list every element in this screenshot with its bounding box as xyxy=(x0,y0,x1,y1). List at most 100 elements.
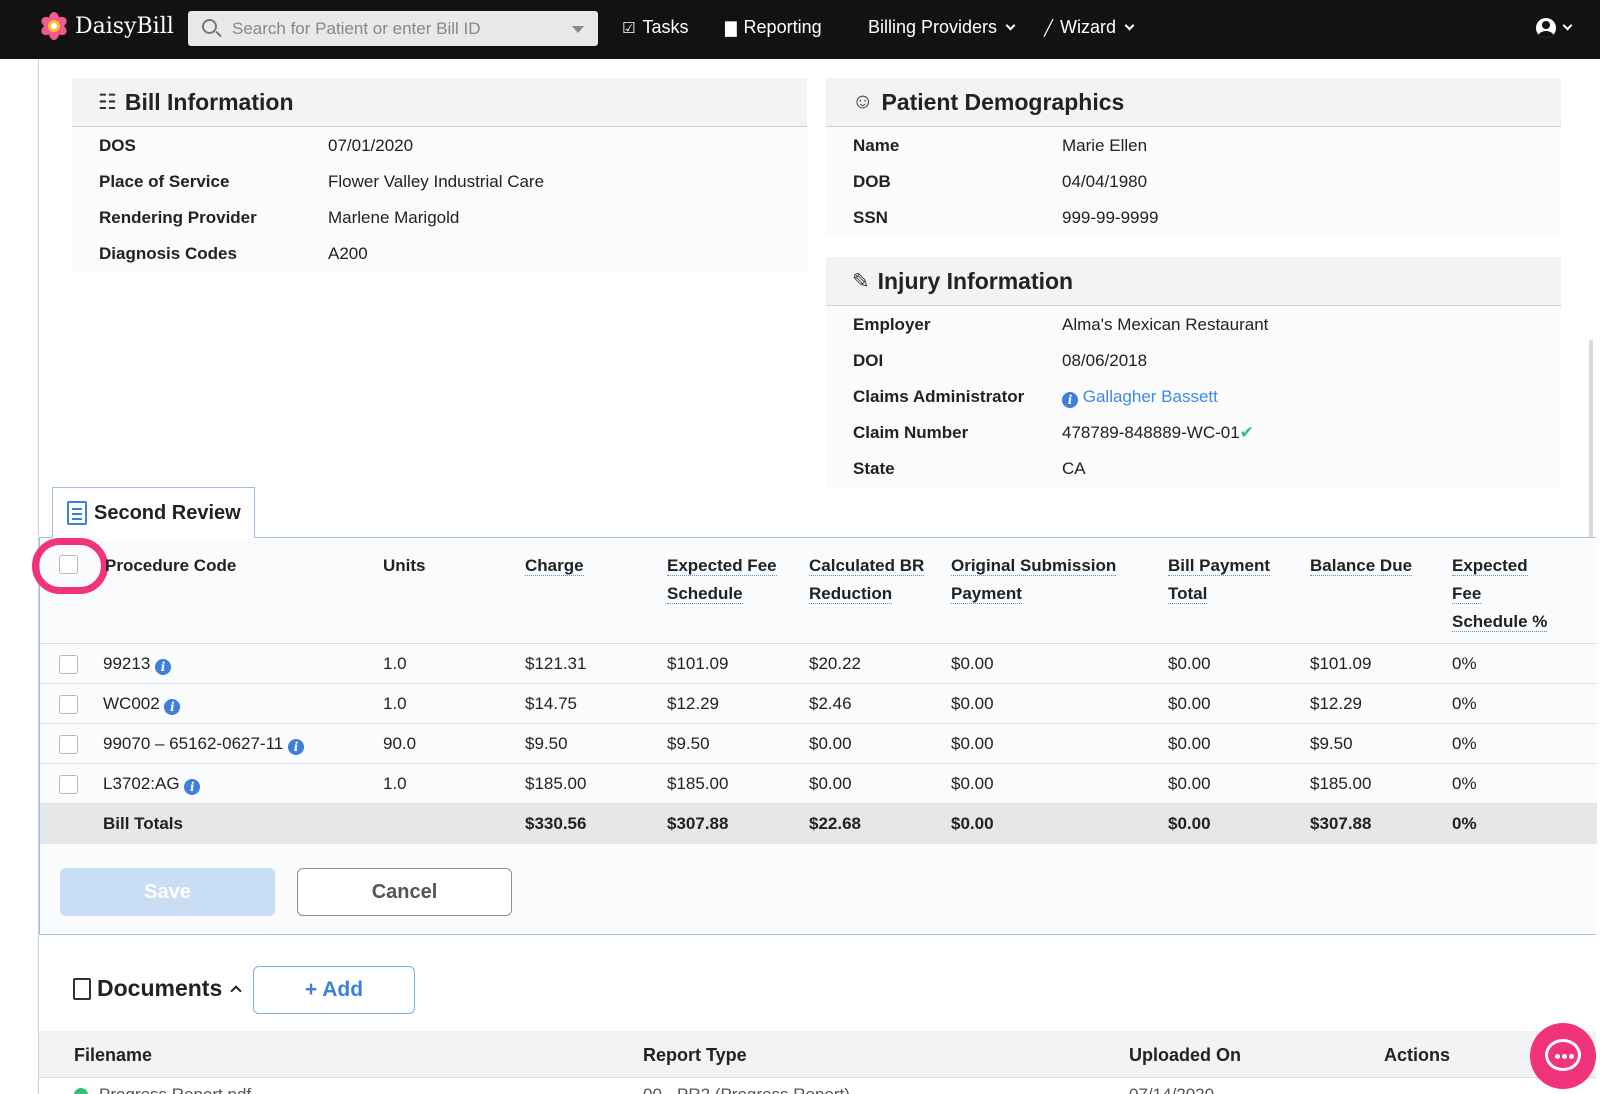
patient-value: Marie Ellen xyxy=(1062,136,1148,155)
column-header[interactable]: Balance Due xyxy=(1310,552,1413,580)
table-cell: $0.00 xyxy=(951,654,994,673)
bill-info-label: Place of Service xyxy=(99,172,230,191)
patient-demographics-title: Patient Demographics xyxy=(881,88,1125,115)
table-cell: 0% xyxy=(1452,654,1477,673)
row-checkbox[interactable] xyxy=(59,735,78,754)
row-checkbox[interactable] xyxy=(59,775,78,794)
claim-number: 478789-848889-WC-01✔ xyxy=(1062,423,1254,443)
user-icon: ☺ xyxy=(852,90,874,113)
second-review-panel: Procedure Code Units Charge Expected Fee… xyxy=(32,537,1597,935)
column-header[interactable]: Original Submission Payment xyxy=(951,552,1117,608)
bill-info-label: Diagnosis Codes xyxy=(99,244,237,263)
table-cell: $121.31 xyxy=(525,654,587,673)
column-header-line: Expected xyxy=(1452,556,1528,576)
column-header[interactable]: Expected Fee Schedule % xyxy=(1452,552,1548,636)
table-row: Progress Report.pdf 00 - PR2 (Progress R… xyxy=(39,1078,1596,1094)
documents-table-header: Filename Report Type Uploaded On Actions xyxy=(39,1031,1596,1078)
info-icon[interactable]: i xyxy=(1062,392,1078,408)
patient-value: 04/04/1980 xyxy=(1062,172,1148,191)
tab-second-review-label: Second Review xyxy=(94,501,241,524)
top-navbar: DaisyBill ☑ Tasks ▇ Reporting Billing Pr… xyxy=(0,0,1600,59)
procedure-code-value: WC002 xyxy=(103,694,160,713)
add-document-button[interactable]: + Add xyxy=(253,966,415,1014)
nav-tasks-label: Tasks xyxy=(642,17,689,37)
table-cell: $0.00 xyxy=(1168,734,1211,753)
patient-label: DOB xyxy=(853,172,891,191)
column-header[interactable]: Charge xyxy=(525,552,584,580)
injury-value: 08/06/2018 xyxy=(1062,351,1148,370)
column-header: Report Type xyxy=(643,1045,747,1065)
chat-button[interactable] xyxy=(1530,1023,1596,1089)
column-header-line: Reduction xyxy=(809,584,893,604)
injury-information-title: Injury Information xyxy=(877,267,1074,294)
table-cell: $185.00 xyxy=(1310,774,1372,793)
column-header-line: Expected Fee xyxy=(667,556,777,576)
nav-wizard[interactable]: ╱ Wizard xyxy=(1044,17,1135,38)
cancel-button[interactable]: Cancel xyxy=(297,868,512,916)
search-input[interactable] xyxy=(232,11,552,46)
user-menu[interactable] xyxy=(1536,18,1573,38)
table-cell: $0.00 xyxy=(1168,774,1211,793)
tab-second-review[interactable]: Second Review xyxy=(52,487,255,538)
table-cell: $330.56 xyxy=(525,814,587,833)
procedure-code: L3702:AG i xyxy=(103,774,201,795)
documents-section-toggle[interactable]: Documents xyxy=(73,975,242,1002)
info-icon[interactable]: i xyxy=(155,659,172,675)
table-row: 99213 i 1.0 $121.31 $101.09 $20.22 $0.00… xyxy=(40,644,1597,684)
list-alt-icon: ☷ xyxy=(98,90,117,114)
magic-wand-icon: ╱ xyxy=(1044,19,1054,37)
info-icon[interactable]: i xyxy=(287,739,304,755)
bandage-icon: ✎ xyxy=(852,269,870,293)
document-report-type: 00 - PR2 (Progress Report) xyxy=(643,1085,850,1094)
nav-tasks[interactable]: ☑ Tasks xyxy=(622,17,688,38)
table-cell: $0.00 xyxy=(951,734,994,753)
nav-wizard-label: Wizard xyxy=(1060,17,1117,37)
document-filename-link[interactable]: Progress Report.pdf xyxy=(99,1085,251,1094)
column-header-line: Procedure Code xyxy=(105,556,237,575)
daisy-logo-icon xyxy=(39,12,69,40)
bill-info-value: Marlene Marigold xyxy=(328,208,460,227)
column-header-line: Payment xyxy=(951,584,1022,604)
search-box[interactable] xyxy=(188,11,598,46)
column-header: Filename xyxy=(74,1045,153,1065)
row-checkbox[interactable] xyxy=(59,655,78,674)
app-name: DaisyBill xyxy=(75,13,174,39)
table-cell: $14.75 xyxy=(525,694,577,713)
info-icon[interactable]: i xyxy=(164,699,181,715)
table-cell: $12.29 xyxy=(1310,694,1362,713)
claims-administrator-link[interactable]: i Gallagher Bassett xyxy=(1062,387,1218,408)
column-header[interactable]: Calculated BR Reduction xyxy=(809,552,925,608)
search-icon xyxy=(202,19,217,34)
bill-totals-row: Bill Totals $330.56 $307.88 $22.68 $0.00… xyxy=(40,804,1597,844)
bill-info-label: Rendering Provider xyxy=(99,208,257,227)
injury-information-header: ✎ Injury Information xyxy=(826,257,1561,306)
column-header[interactable]: Expected Fee Schedule xyxy=(667,552,777,608)
table-cell: 0% xyxy=(1452,814,1477,833)
table-cell: $9.50 xyxy=(667,734,710,753)
save-button[interactable]: Save xyxy=(60,868,275,916)
column-header-line: Schedule % xyxy=(1452,612,1548,632)
injury-label: State xyxy=(853,459,895,478)
column-header-line: Calculated BR xyxy=(809,556,925,576)
column-header[interactable]: Bill Payment Total xyxy=(1168,552,1271,608)
injury-label: Claim Number xyxy=(853,423,969,442)
claims-administrator-name[interactable]: Gallagher Bassett xyxy=(1082,387,1218,406)
nav-billing-providers[interactable]: Billing Providers xyxy=(868,17,1016,38)
info-icon[interactable]: i xyxy=(184,779,201,795)
injury-label: Claims Administrator xyxy=(853,387,1025,406)
bill-information-title: Bill Information xyxy=(124,88,294,115)
nav-reporting[interactable]: ▇ Reporting xyxy=(725,17,822,38)
table-cell: $101.09 xyxy=(667,654,729,673)
chevron-up-icon[interactable] xyxy=(230,985,242,997)
nav-billing-providers-label: Billing Providers xyxy=(868,17,998,37)
checkmark-icon: ✔ xyxy=(1239,423,1254,442)
chevron-down-icon xyxy=(1005,20,1016,30)
caret-down-icon[interactable] xyxy=(572,26,584,33)
procedure-code: 99213 i xyxy=(103,654,172,675)
injury-value: Alma's Mexican Restaurant xyxy=(1062,315,1269,334)
column-header: Procedure Code xyxy=(105,552,236,580)
row-checkbox[interactable] xyxy=(59,695,78,714)
column-header-line: Schedule xyxy=(667,584,743,604)
app-logo[interactable]: DaisyBill xyxy=(39,12,174,40)
table-cell: $0.00 xyxy=(809,734,852,753)
